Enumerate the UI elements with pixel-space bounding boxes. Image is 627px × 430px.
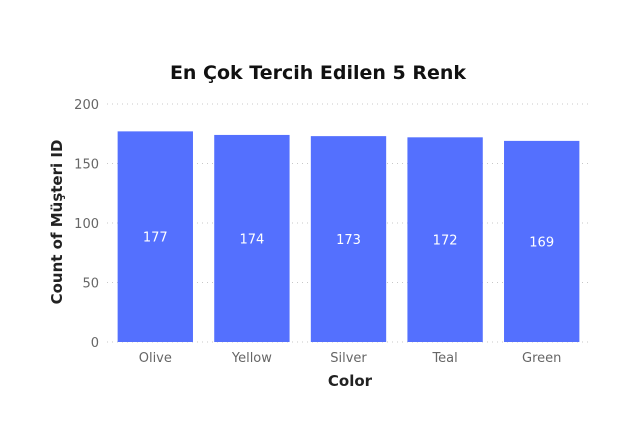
data-labels: 177 174 173 172 169 [143,231,554,251]
x-axis-title: Color [328,372,373,390]
y-tick-label: 50 [82,277,99,292]
bars [117,131,580,342]
y-axis-ticks: 0 50 100 150 200 [74,98,99,351]
data-label-yellow: 174 [239,232,264,247]
data-label-teal: 172 [433,234,458,249]
y-tick-label: 150 [74,158,99,173]
y-tick-label: 200 [74,98,99,113]
y-tick-label: 100 [74,217,99,232]
x-tick-label-green: Green [522,351,561,366]
chart-title: En Çok Tercih Edilen 5 Renk [170,62,466,84]
bar-yellow[interactable] [214,134,290,342]
x-axis-ticks: Olive Yellow Silver Teal Green [139,351,562,366]
x-tick-label-silver: Silver [330,351,367,366]
x-tick-label-teal: Teal [431,351,457,366]
data-label-green: 169 [529,235,554,250]
x-tick-label-yellow: Yellow [231,351,272,366]
bar-silver[interactable] [310,136,387,342]
y-axis-title: Count of Müşteri ID [48,140,66,305]
y-tick-label: 0 [91,336,99,351]
data-label-silver: 173 [336,233,361,248]
data-label-olive: 177 [143,231,168,246]
x-tick-label-olive: Olive [139,351,172,366]
bar-green[interactable] [504,140,580,342]
bar-teal[interactable] [407,137,483,342]
bar-olive[interactable] [117,131,193,342]
